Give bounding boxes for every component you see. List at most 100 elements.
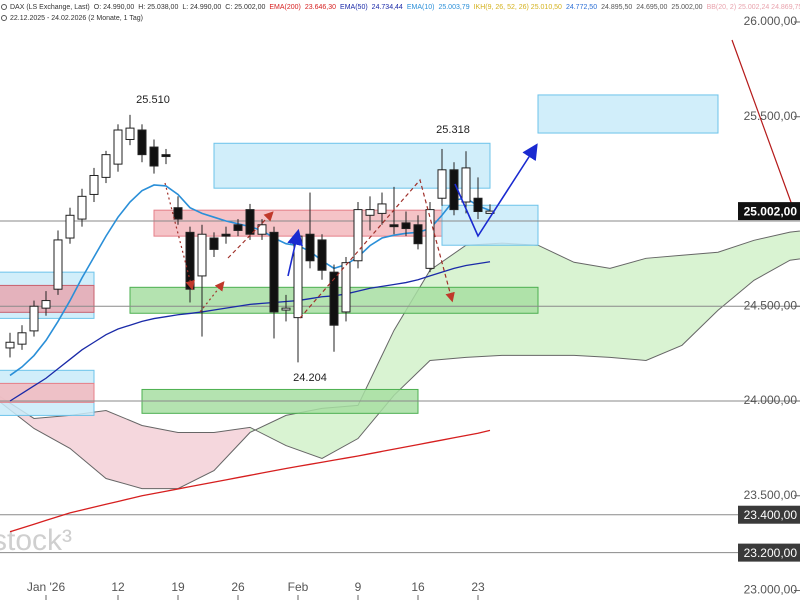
- candle-layer: [5, 114, 495, 363]
- candle-body: [221, 233, 231, 237]
- header-text: DAX (LS Exchange, Last): [10, 4, 90, 11]
- dashed-arrow: [299, 178, 455, 319]
- dotted-arrow: [164, 182, 195, 291]
- header-icon: [1, 15, 7, 21]
- y-tick-label: 26.000,00: [744, 14, 798, 28]
- candle-body: [113, 129, 123, 165]
- cloud-segment: [249, 415, 286, 446]
- candle-body: [425, 209, 435, 269]
- y-tick-label: 23.000,00: [744, 583, 798, 597]
- candle-body: [197, 233, 207, 277]
- axis-layer: 26.000,00 25.500,00 24.500,00 24.000,00 23.5…: [27, 14, 800, 600]
- annotation: 25.318: [436, 124, 470, 136]
- cloud-segment: [574, 262, 611, 358]
- zone: [213, 142, 491, 189]
- candle-body: [317, 239, 327, 271]
- header-text: 22.12.2025 - 24.02.2026 (2 Monate, 1 Tag…: [10, 15, 143, 22]
- annotation: 25.510: [136, 94, 170, 106]
- x-tick-label: 9: [355, 580, 362, 594]
- blue-arrow: [287, 228, 303, 277]
- candle-body: [53, 239, 63, 290]
- candle-body: [353, 209, 363, 262]
- cloud-segment: [718, 240, 755, 311]
- header: DAX (LS Exchange, Last) O: 24.990,00 H: 25…: [1, 4, 800, 22]
- price-tag: [738, 505, 800, 524]
- y-tick-label: 24.500,00: [744, 298, 798, 312]
- header-text: 25.002,00: [671, 4, 702, 11]
- x-tick-label: 19: [171, 580, 185, 594]
- annotation: 24.204: [293, 372, 327, 384]
- dashed-arrow: [227, 211, 274, 259]
- drawings: [164, 39, 793, 319]
- cloud-segment: [321, 405, 358, 459]
- header-text: EMA(10): [407, 4, 435, 11]
- x-tick-label: 26: [231, 580, 245, 594]
- header-text: 24.695,00: [636, 4, 667, 11]
- candle-body: [305, 233, 315, 262]
- cloud-segment: [682, 252, 719, 346]
- price-tag-label: 23.400,00: [744, 508, 798, 522]
- candle-body: [281, 307, 291, 311]
- candle-body: [101, 154, 111, 178]
- blue-arrow: [454, 143, 538, 238]
- candle-body: [77, 195, 87, 220]
- candle-body: [161, 154, 171, 158]
- candle-body: [65, 214, 75, 239]
- header-text: L: 24.990,00: [182, 4, 221, 11]
- header-icon: [1, 4, 7, 10]
- candle-body: [89, 174, 99, 195]
- header-text: 25.003,79: [438, 4, 469, 11]
- cloud-edge: [0, 258, 800, 459]
- trend-line: [731, 39, 793, 206]
- price-tag-label: 25.002,00: [744, 204, 798, 218]
- candle-body: [401, 222, 411, 230]
- cloud-segment: [790, 231, 800, 261]
- zone: [0, 382, 95, 403]
- price-tag: [738, 202, 800, 221]
- indicator-line: [9, 429, 491, 533]
- cloud-segment: [69, 410, 106, 479]
- cloud-segment: [141, 425, 178, 489]
- header-text: EMA(50): [340, 4, 368, 11]
- x-tick-label: 12: [111, 580, 125, 594]
- x-tick-label: 23: [471, 580, 485, 594]
- x-tick-label: Feb: [288, 580, 309, 594]
- candle-body: [245, 209, 255, 235]
- cloud-segment: [105, 410, 142, 489]
- candle-body: [233, 224, 243, 231]
- candle-body: [269, 231, 279, 313]
- candle-body: [173, 207, 183, 220]
- candle-body: [329, 271, 339, 326]
- candle-body: [473, 197, 483, 212]
- x-tick-label: 16: [411, 580, 425, 594]
- dotted-arrow: [199, 281, 225, 313]
- cloud-segment: [33, 415, 70, 449]
- candle-body: [125, 127, 135, 140]
- candle-body: [461, 167, 471, 203]
- candle-body: [257, 224, 267, 235]
- level-layer: [0, 220, 800, 554]
- candle-body: [413, 224, 423, 245]
- candle-body: [377, 203, 387, 214]
- annotation-layer: 25.510 25.318 24.204: [136, 94, 470, 384]
- header-text: C: 25.002,00: [225, 4, 265, 11]
- candle-body: [29, 305, 39, 332]
- header-text: BB(20, 2) 25.002,24 24.869,75 24.411,25: [707, 4, 800, 11]
- watermark: stock³: [0, 524, 72, 557]
- candle-body: [209, 237, 219, 250]
- header-text: EMA(200): [269, 4, 301, 11]
- candle-body: [137, 129, 147, 156]
- candle-body: [5, 341, 15, 349]
- cloud-segment: [754, 232, 791, 281]
- header-text: IKH(9, 26, 52, 26) 25.010,50: [474, 4, 562, 11]
- candle-body: [293, 235, 303, 319]
- zone: [537, 94, 719, 134]
- price-tag: [738, 543, 800, 562]
- x-tick-label: Jan '26: [27, 580, 66, 594]
- candle-body: [437, 169, 447, 199]
- y-tick-label: 25.500,00: [744, 109, 798, 123]
- header-text: 24.895,50: [601, 4, 632, 11]
- cloud-segment: [285, 408, 322, 459]
